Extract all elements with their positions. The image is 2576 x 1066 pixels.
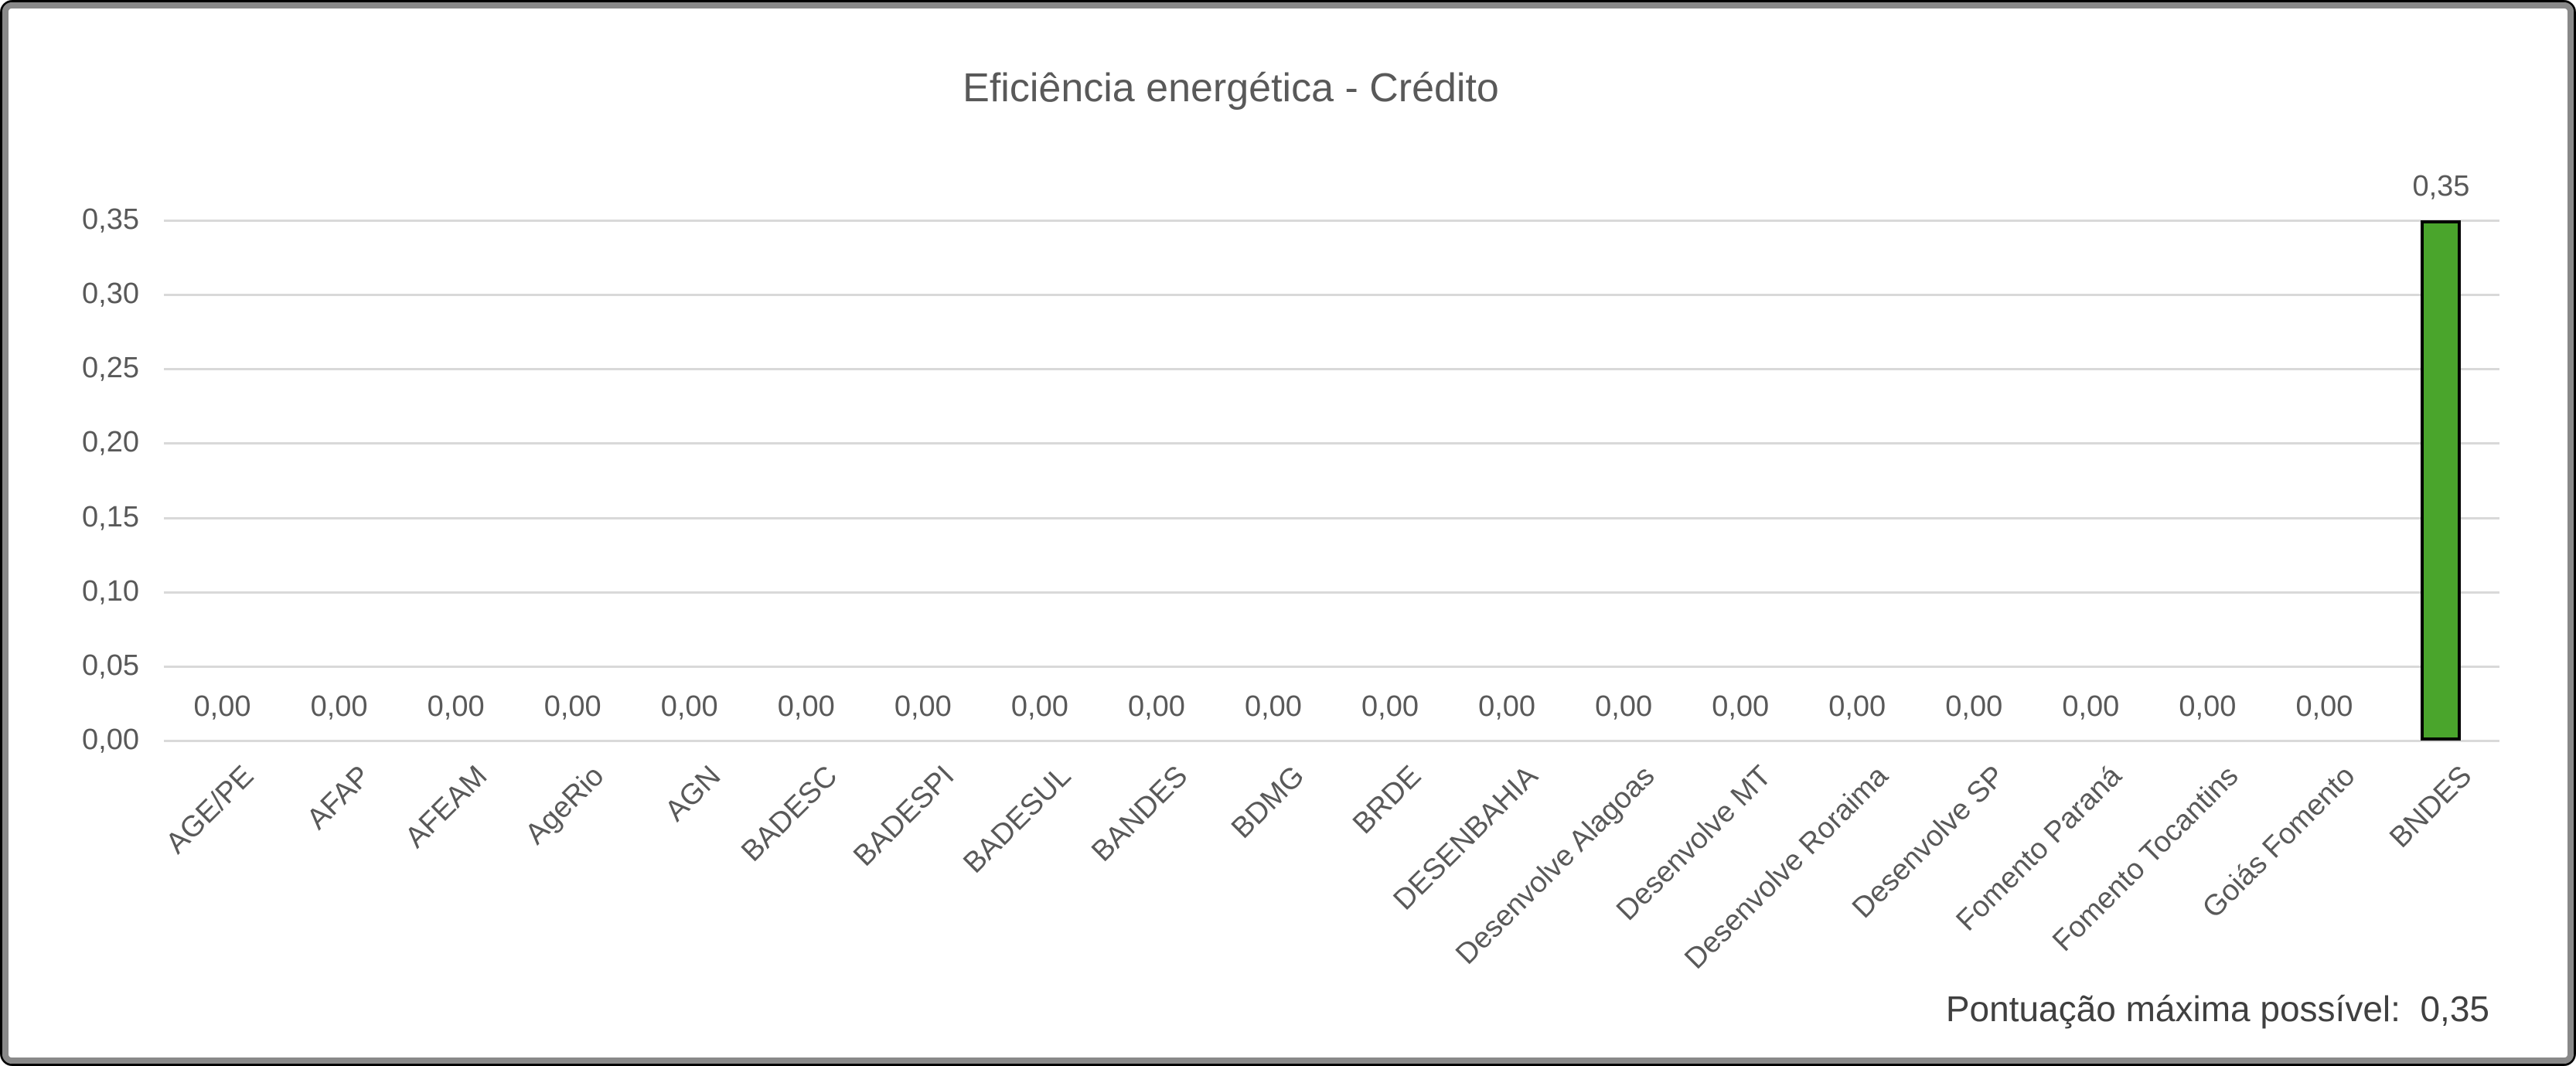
data-label: 0,00 xyxy=(1478,690,1536,723)
data-label: 0,00 xyxy=(1127,690,1185,723)
gridline xyxy=(164,665,2499,668)
y-tick-label: 0,00 xyxy=(82,724,139,756)
data-label: 0,00 xyxy=(2062,690,2120,723)
data-label: 0,00 xyxy=(427,690,485,723)
chart-title: Eficiência energética - Crédito xyxy=(963,66,1499,111)
data-label: 0,00 xyxy=(1595,690,1653,723)
y-tick-label: 0,15 xyxy=(82,500,139,533)
gridline xyxy=(164,442,2499,445)
data-label: 0,00 xyxy=(193,690,251,723)
data-label: 0,35 xyxy=(2412,170,2470,203)
data-label: 0,00 xyxy=(1945,690,2003,723)
y-tick-label: 0,20 xyxy=(82,426,139,459)
data-label: 0,00 xyxy=(1712,690,1770,723)
data-label: 0,00 xyxy=(660,690,718,723)
y-tick-label: 0,05 xyxy=(82,649,139,682)
gridline xyxy=(164,294,2499,297)
data-label: 0,00 xyxy=(1244,690,1302,723)
data-label: 0,00 xyxy=(543,690,601,723)
gridline xyxy=(164,516,2499,519)
data-label: 0,00 xyxy=(2295,690,2353,723)
gridline xyxy=(164,740,2499,742)
y-tick-label: 0,10 xyxy=(82,574,139,608)
data-label: 0,00 xyxy=(2179,690,2237,723)
max-score-note: Pontuação máxima possível: 0,35 xyxy=(1945,989,2489,1029)
y-tick-label: 0,25 xyxy=(82,352,139,385)
gridline xyxy=(164,220,2499,222)
data-label: 0,00 xyxy=(310,690,368,723)
data-label: 0,00 xyxy=(1361,690,1419,723)
gridline xyxy=(164,368,2499,371)
gridline xyxy=(164,591,2499,594)
data-label: 0,00 xyxy=(1828,690,1886,723)
plot-area xyxy=(164,220,2499,742)
data-label: 0,00 xyxy=(894,690,952,723)
data-label: 0,00 xyxy=(777,690,835,723)
y-tick-label: 0,30 xyxy=(82,278,139,311)
bar-bndes xyxy=(2421,220,2462,741)
y-tick-label: 0,35 xyxy=(82,203,139,236)
data-label: 0,00 xyxy=(1010,690,1068,723)
